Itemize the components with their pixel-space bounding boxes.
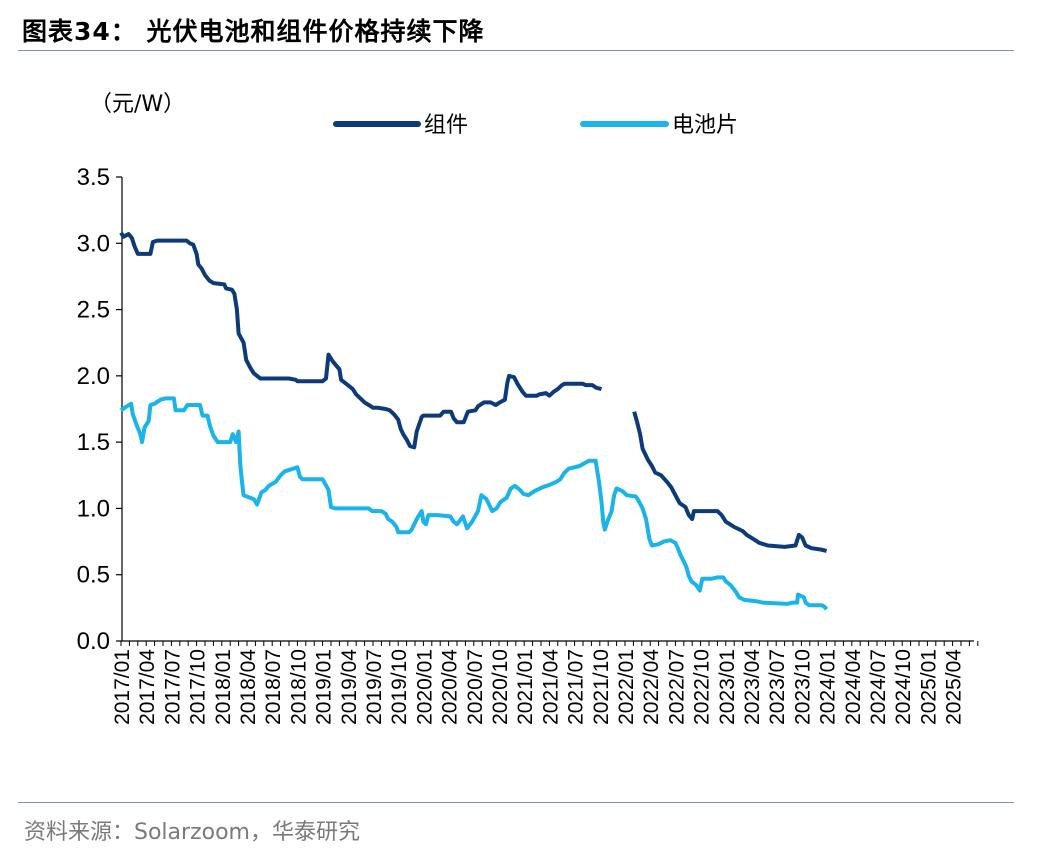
x-tick-label: 2019/01: [313, 649, 336, 725]
series-line-module: [119, 231, 828, 553]
x-tick-label: 2020/10: [489, 649, 512, 725]
x-tick-label: 2019/10: [388, 649, 411, 725]
series-group: [119, 231, 829, 611]
x-tick-label: 2023/07: [766, 649, 789, 725]
x-tick-label: 2024/04: [842, 649, 865, 725]
x-tick-label: 2022/01: [615, 649, 638, 725]
y-tick-label: 3.5: [77, 164, 110, 191]
x-axis: 2017/01 2017/04 2017/07 2017/10 2018/01 2018/…: [111, 640, 979, 725]
y-tick-label: 2.5: [77, 297, 110, 324]
x-tick-label: 2023/10: [791, 649, 814, 725]
x-tick-label: 2021/04: [539, 649, 562, 725]
x-tick-label: 2021/01: [514, 649, 537, 725]
legend-label-cell: 电池片: [672, 113, 738, 138]
figure-title: 图表34： 光伏电池和组件价格持续下降: [22, 17, 485, 46]
x-tick-label: 2017/01: [111, 649, 134, 725]
x-tick-label: 2022/10: [691, 649, 714, 725]
x-tick-label: 2024/10: [892, 649, 915, 725]
x-tick-label: 2018/10: [287, 649, 310, 725]
x-tick-label: 2020/01: [413, 649, 436, 725]
y-axis: 0.0 0.5 1.0 1.5 2.0 2.5 3.0 3.5: [77, 164, 123, 655]
y-axis-unit: （元/W）: [90, 92, 185, 117]
x-tick-label: 2020/07: [464, 649, 487, 725]
x-tick-label: 2019/04: [338, 649, 361, 725]
y-tick-label: 0.0: [77, 628, 110, 655]
x-tick-label: 2018/01: [212, 649, 235, 725]
legend-label-module: 组件: [424, 113, 468, 138]
source-divider: [18, 802, 1014, 803]
legend: 组件 电池片: [333, 113, 738, 138]
x-tick-label: 2020/04: [439, 649, 462, 725]
x-tick-label: 2021/10: [590, 649, 613, 725]
x-tick-label: 2019/07: [363, 649, 386, 725]
x-tick-label: 2018/04: [237, 649, 260, 725]
x-tick-label: 2021/07: [565, 649, 588, 725]
x-tick-label: 2017/04: [136, 649, 159, 725]
y-tick-label: 1.0: [77, 495, 110, 522]
x-tick-label: 2022/04: [640, 649, 663, 725]
x-tick-label: 2022/07: [665, 649, 688, 725]
x-tick-label: 2023/04: [741, 649, 764, 725]
x-tick-label: 2018/07: [262, 649, 285, 725]
x-tick-label: 2017/07: [161, 649, 184, 725]
series-line-cell: [119, 396, 829, 611]
x-tick-label: 2024/07: [867, 649, 890, 725]
y-tick-label: 3.0: [77, 230, 110, 257]
source-note: 资料来源：Solarzoom，华泰研究: [24, 820, 360, 845]
title-divider: [18, 50, 1014, 51]
y-tick-label: 1.5: [77, 429, 110, 456]
x-tick-label: 2025/01: [917, 649, 940, 725]
x-tick-label: 2023/01: [716, 649, 739, 725]
y-tick-label: 0.5: [77, 562, 110, 589]
x-tick-label: 2025/04: [943, 649, 966, 725]
x-tick-label: 2017/10: [187, 649, 210, 725]
y-tick-label: 2.0: [77, 363, 110, 390]
x-tick-label: 2024/01: [817, 649, 840, 725]
